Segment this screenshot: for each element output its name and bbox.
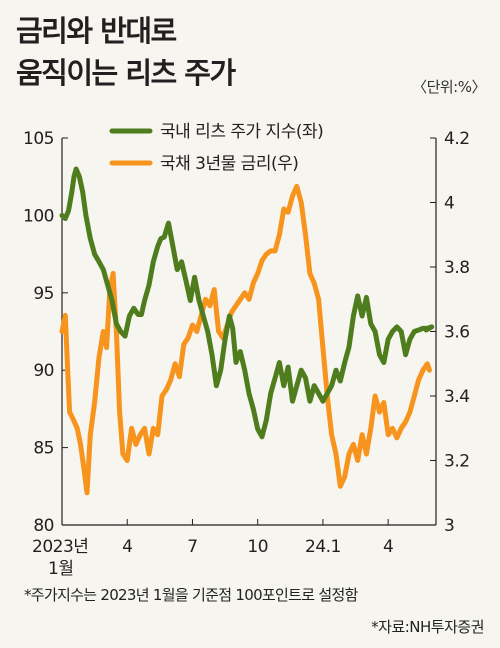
footnote: *주가지수는 2023년 1월을 기준점 100포인트로 설정함 xyxy=(24,586,358,604)
x-tick-label: 24.1 xyxy=(305,537,341,557)
x-tick-label: 10 xyxy=(247,537,268,557)
y-right-tick-label: 3 xyxy=(444,516,454,536)
y-left-tick-label: 100 xyxy=(23,206,54,226)
y-right-tick-label: 4.2 xyxy=(444,129,470,149)
y-left-tick-label: 105 xyxy=(23,129,54,149)
bond-yield-line xyxy=(59,183,432,496)
chart-title-line-2: 움직이는 리츠 주가 xyxy=(16,56,236,90)
y-right-tick-label: 3.8 xyxy=(444,258,470,278)
y-right-tick-label: 3.4 xyxy=(444,387,470,407)
chart-title-line-1: 금리와 반대로 xyxy=(16,14,177,48)
y-left-tick-label: 95 xyxy=(33,284,54,304)
y-right-tick-label: 3.2 xyxy=(444,452,470,472)
chart-title: 금리와 반대로 움직이는 리츠 주가 xyxy=(16,10,236,94)
legend-label-reit: 국내 리츠 주가 지수(좌) xyxy=(160,122,323,142)
x-tick-label: 7 xyxy=(187,537,197,557)
x-tick-label: 4 xyxy=(383,537,393,557)
legend-label-bond: 국채 3년물 금리(우) xyxy=(160,154,298,174)
y-left-tick-label: 85 xyxy=(33,439,54,459)
y-left-tick-label: 90 xyxy=(33,361,54,381)
x-tick-sublabel: 1월 xyxy=(48,559,73,579)
x-tick-label: 2023년 xyxy=(32,537,88,557)
x-tick-label: 4 xyxy=(122,537,132,557)
y-left-tick-label: 80 xyxy=(33,516,54,536)
unit-label: 〈단위:%〉 xyxy=(412,78,486,96)
y-right-tick-label: 4 xyxy=(444,194,454,214)
y-right-tick-label: 3.6 xyxy=(444,323,470,343)
reit-index-line xyxy=(59,166,435,440)
source-credit: *자료:NH투자증권 xyxy=(371,618,484,636)
